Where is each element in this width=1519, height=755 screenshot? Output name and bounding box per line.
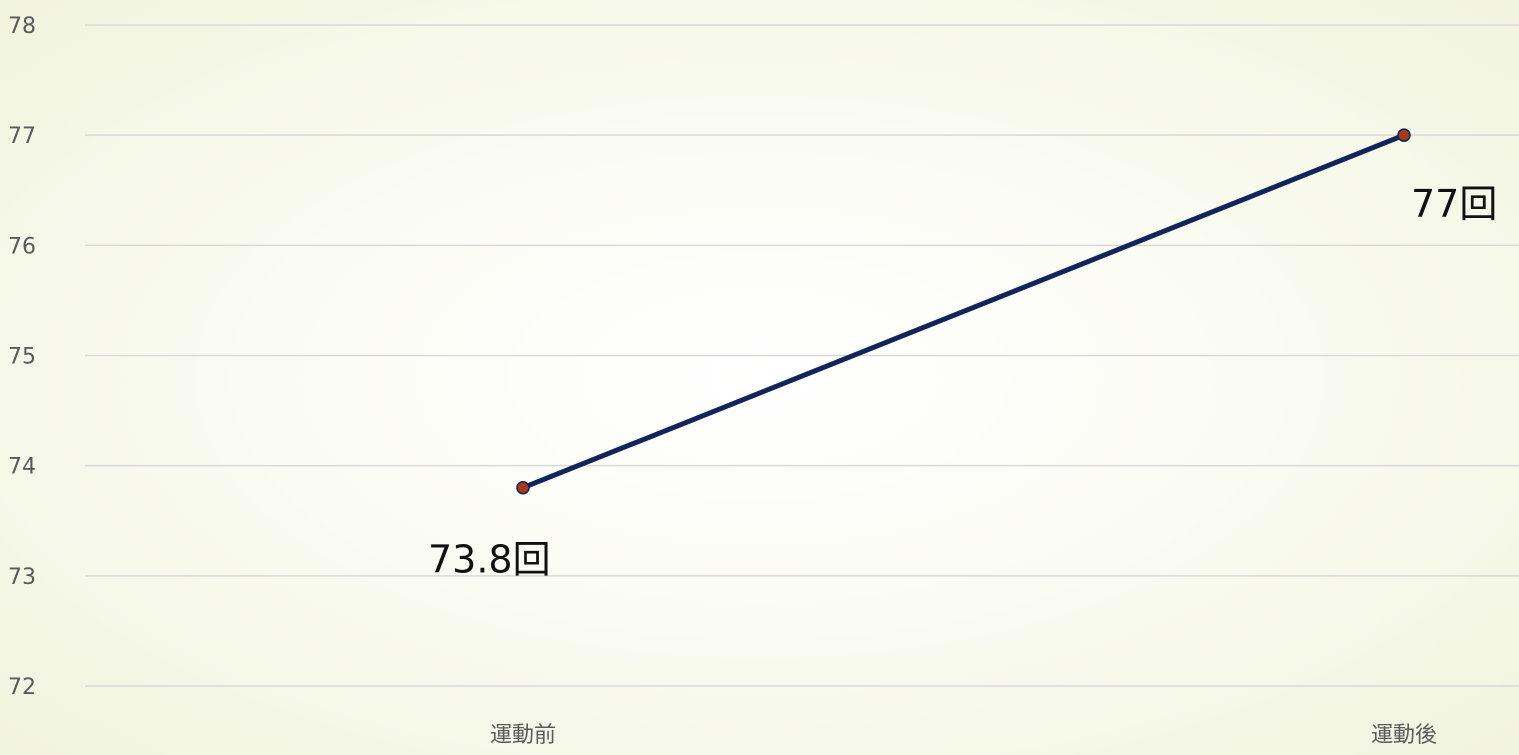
series-group — [516, 128, 1411, 495]
x-category-label: 運動前 — [490, 723, 556, 748]
x-category-label: 運動後 — [1371, 723, 1437, 748]
y-tick-label: 73 — [8, 565, 36, 590]
data-point-marker — [1397, 128, 1411, 142]
data-value-label: 77回 — [1411, 182, 1497, 226]
y-tick-label: 77 — [8, 124, 36, 149]
y-tick-label: 72 — [8, 675, 36, 700]
gridlines — [85, 24, 1519, 687]
x-axis: 運動前 運動後 — [490, 723, 1437, 748]
y-tick-label: 75 — [8, 345, 36, 370]
y-tick-label: 74 — [8, 455, 36, 480]
data-point-marker — [516, 480, 530, 495]
series-line — [520, 132, 1407, 491]
y-axis: 72 73 74 75 76 77 78 — [8, 14, 36, 700]
data-labels: 73.8回 77回 — [428, 182, 1497, 582]
y-tick-label: 76 — [8, 234, 36, 259]
data-value-label: 73.8回 — [428, 538, 551, 582]
y-tick-label: 78 — [8, 14, 36, 39]
